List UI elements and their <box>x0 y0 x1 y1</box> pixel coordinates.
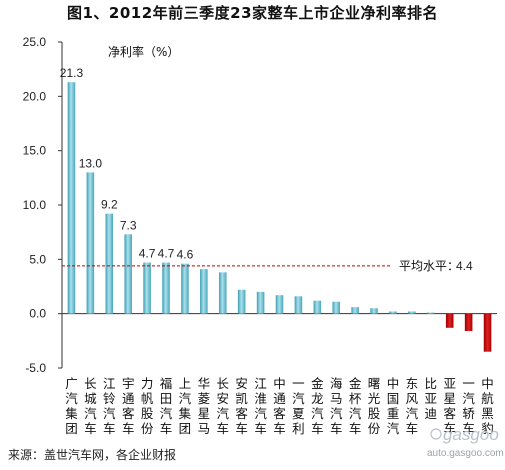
bar-曙光股份 <box>370 308 378 314</box>
bar-中航黑豹 <box>483 313 492 352</box>
data-label: 7.3 <box>120 218 137 232</box>
category-label: 亚星客车 <box>443 376 456 436</box>
bar-宇通客车 <box>124 234 132 314</box>
y-tick-label: 20.0 <box>23 89 47 103</box>
bar-上汽集团 <box>181 263 189 314</box>
data-label: 4.7 <box>158 247 175 261</box>
category-label: 比亚迪 <box>425 376 438 421</box>
category-label: 华菱星马 <box>198 376 211 436</box>
bar-江铃汽车 <box>105 213 114 314</box>
bar-福田汽车 <box>162 262 170 314</box>
bar-一汽轿车 <box>464 313 473 332</box>
category-label: 力帆股份 <box>141 376 154 436</box>
data-label: 4.6 <box>177 248 194 262</box>
data-label: 9.2 <box>101 198 118 212</box>
category-label: 江铃汽车 <box>103 376 116 436</box>
watermark-url: auto.gasgoo.com <box>427 448 504 459</box>
category-label: 曙光股份 <box>368 376 381 436</box>
category-label: 东风汽车 <box>406 376 419 436</box>
gasgoo-logo-icon: gasgoo <box>430 425 499 444</box>
y-tick-label: 15.0 <box>23 144 47 158</box>
bar-亚星客车 <box>445 313 454 328</box>
y-tick-label: -5.0 <box>25 361 46 375</box>
source-note: 来源：盖世汽车网，各企业财报 <box>8 448 177 462</box>
average-value: 4.4 <box>456 259 473 273</box>
bar-安凯客车 <box>237 289 246 314</box>
category-label: 一汽轿车 <box>462 376 475 436</box>
category-label: 宇通客车 <box>122 376 135 436</box>
y-tick-label: 10.0 <box>23 198 47 212</box>
category-label: 海马汽车 <box>330 376 343 436</box>
bar-金龙汽车 <box>313 300 322 314</box>
bar-比亚迪 <box>427 312 435 314</box>
bar-金杯汽车 <box>351 307 359 314</box>
labels: 净利率（%）平均水平：4.421.313.09.27.34.7 4.7 4.6广汽集… <box>60 44 495 436</box>
category-label: 安凯客车 <box>235 376 248 436</box>
category-label: 广汽集团 <box>65 376 78 436</box>
bar-长城汽车 <box>86 172 95 314</box>
category-label: 金杯汽车 <box>349 376 362 436</box>
data-label: 4.7 <box>139 247 156 261</box>
bars <box>62 82 492 352</box>
bar-中通客车 <box>275 295 284 314</box>
category-label: 长城汽车 <box>84 376 97 436</box>
category-label: 福田汽车 <box>160 376 173 436</box>
bar-江淮汽车 <box>256 291 265 314</box>
average-label: 平均水平： <box>399 259 459 273</box>
category-label: 金龙汽车 <box>311 376 324 436</box>
category-label: 中国重汽 <box>387 376 400 436</box>
series-label: 净利率（%） <box>108 44 179 59</box>
bar-一汽夏利 <box>294 296 303 314</box>
category-label: 长安汽车 <box>217 376 230 436</box>
y-tick-label: 0.0 <box>29 307 46 321</box>
bar-海马汽车 <box>332 301 341 314</box>
bar-中国重汽 <box>389 311 397 314</box>
data-label: 13.0 <box>79 156 103 170</box>
bar-力帆股份 <box>143 262 151 314</box>
category-label: 中通客车 <box>273 376 286 436</box>
svg-text:gasgoo: gasgoo <box>443 425 499 444</box>
y-tick-label: 25.0 <box>23 35 47 49</box>
category-label: 江淮汽车 <box>254 376 267 436</box>
y-tick-label: 5.0 <box>29 252 46 266</box>
bar-东风汽车 <box>408 311 416 314</box>
bar-广汽集团 <box>67 82 76 314</box>
category-label: 一汽夏利 <box>292 376 305 436</box>
bar-长安汽车 <box>218 272 227 314</box>
data-label: 21.3 <box>60 66 84 80</box>
category-label: 中航黑豹 <box>481 376 494 436</box>
bar-华菱星马 <box>200 269 208 314</box>
category-label: 上汽集团 <box>179 376 192 436</box>
chart-title: 图1、2012年前三季度23家整车上市企业净利率排名 <box>66 4 439 22</box>
